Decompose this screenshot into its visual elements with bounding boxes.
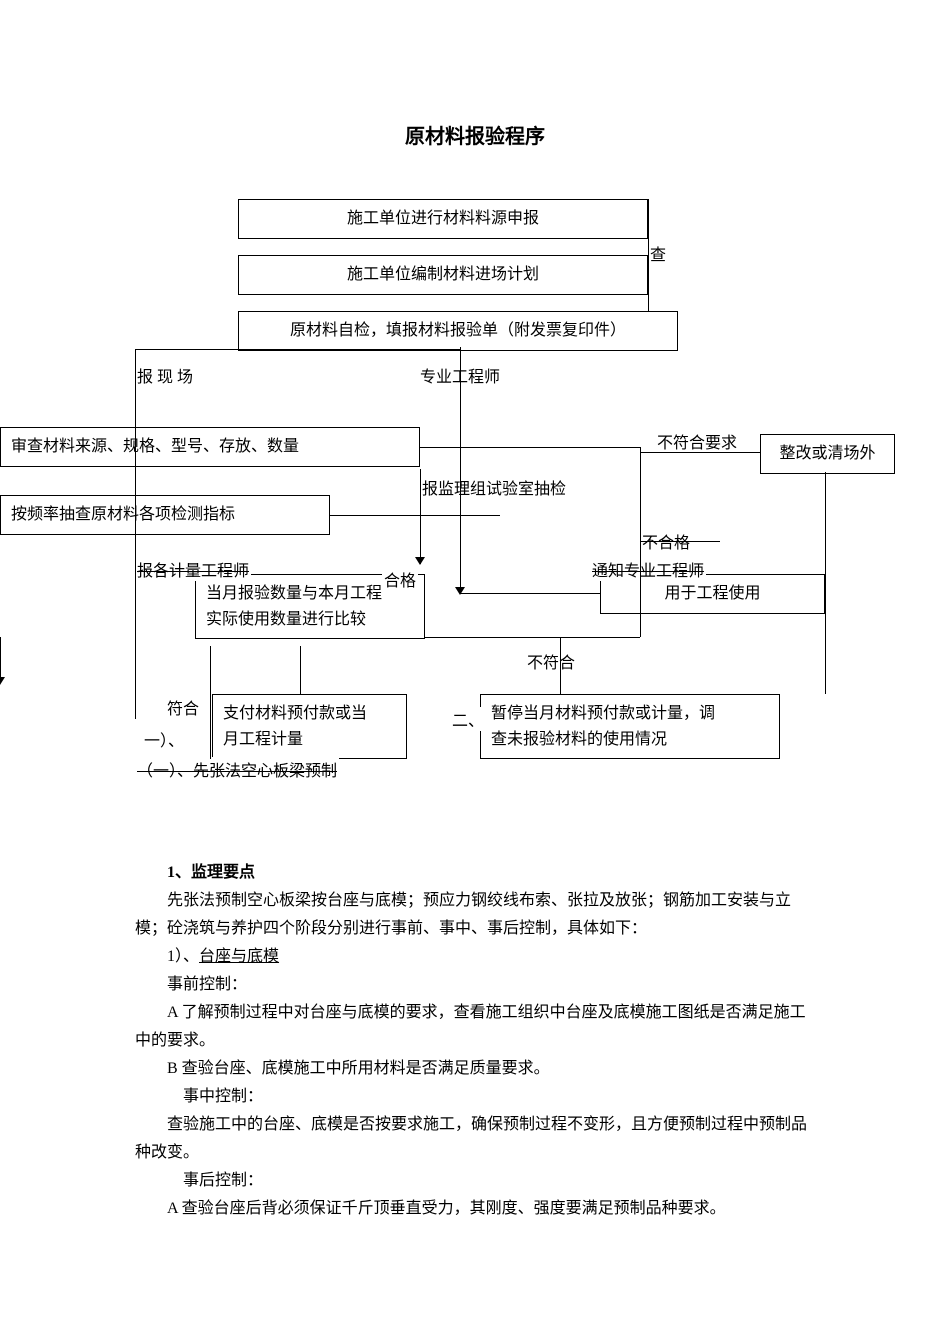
label-cha: 查 [648, 241, 668, 265]
node-apply: 施工单位进行材料料源申报 [238, 199, 648, 239]
edge [648, 199, 649, 311]
flowchart: 施工单位进行材料料源申报 施工单位编制材料进场计划 原材料自检，填报材料报验单（… [0, 199, 950, 849]
edge [425, 637, 640, 638]
label-pass: 合格 [382, 567, 418, 591]
edge [460, 347, 461, 593]
edge [420, 447, 640, 448]
label-lab: 报监理组试验室抽检 [420, 475, 568, 499]
node-spotcheck: 按频率抽查原材料各项检测指标 [0, 495, 330, 535]
edge [135, 349, 136, 719]
node-pay: 支付材料预付款或当 月工程计量 [212, 694, 407, 759]
arrow-icon [415, 557, 425, 565]
label-mismatch: 不符合 [525, 649, 577, 673]
edge [640, 541, 720, 542]
edge [640, 452, 760, 453]
node-review-source: 审查材料来源、规格、型号、存放、数量 [0, 427, 420, 467]
label-one: 一）、 [142, 727, 186, 751]
label-notify-eng: 通知专业工程师 [590, 557, 706, 581]
label-subtitle: （一）、先张法空心板梁预制 [135, 757, 339, 781]
edge [330, 515, 500, 516]
label-notok: 不符合要求 [655, 429, 739, 453]
edge [825, 472, 826, 694]
arrow-icon [0, 677, 5, 685]
edge [420, 469, 421, 564]
label-match: 符合 [165, 695, 201, 719]
body-text: 1、监理要点 先张法预制空心板梁按台座与底模；预应力钢绞线布索、张拉及放张；钢筋… [135, 859, 815, 1223]
page-title: 原材料报验程序 [135, 120, 815, 149]
node-plan: 施工单位编制材料进场计划 [238, 255, 648, 295]
node-suspend: 暂停当月材料预付款或计量，调 查未报验材料的使用情况 [480, 694, 780, 759]
label-site: 报 现 场 [135, 363, 195, 387]
node-selfcheck: 原材料自检，填报材料报验单（附发票复印件） [238, 311, 678, 351]
label-two: 二、 [450, 707, 486, 731]
label-qty-eng: 报各计量工程师 [135, 557, 251, 581]
edge [135, 349, 460, 350]
edge [560, 637, 561, 694]
node-rectify: 整改或清场外 [760, 434, 895, 474]
edge [300, 646, 301, 694]
edge [210, 646, 211, 759]
edge [460, 593, 600, 594]
edge [640, 447, 641, 637]
